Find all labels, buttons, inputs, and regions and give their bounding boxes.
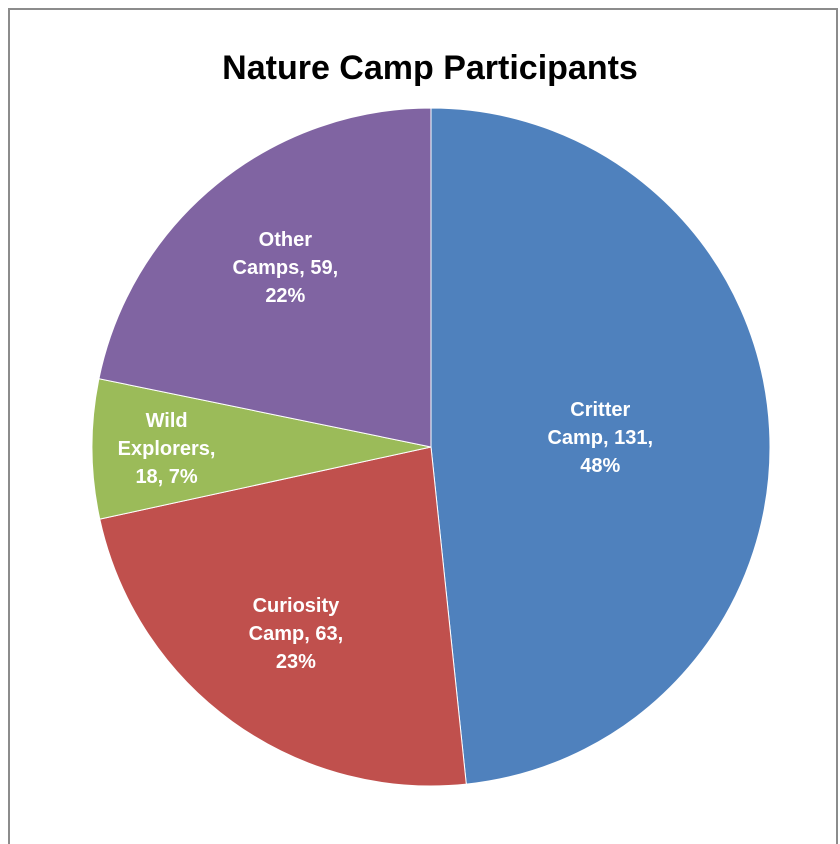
pie-slice [91, 378, 432, 520]
slice-label-box: Wild Explorers, 18, 7% [117, 409, 216, 488]
pie-slice [99, 446, 467, 787]
slice-label: Wild Explorers, 18, 7% [117, 409, 216, 488]
pie-slice [98, 107, 432, 448]
slice-label: Critter Camp, 131, 48% [547, 399, 654, 478]
chart-title: Nature Camp Participants [222, 49, 638, 87]
slice-label: Other Camps, 59, 22% [232, 229, 339, 308]
slice-label: Curiosity Camp, 63, 23% [248, 594, 344, 673]
pie-slice [430, 107, 771, 785]
slice-label-box: Other Camps, 59, 22% [232, 229, 339, 308]
slice-label-box: Critter Camp, 131, 48% [547, 399, 654, 478]
slice-label-box: Curiosity Camp, 63, 23% [248, 594, 344, 673]
